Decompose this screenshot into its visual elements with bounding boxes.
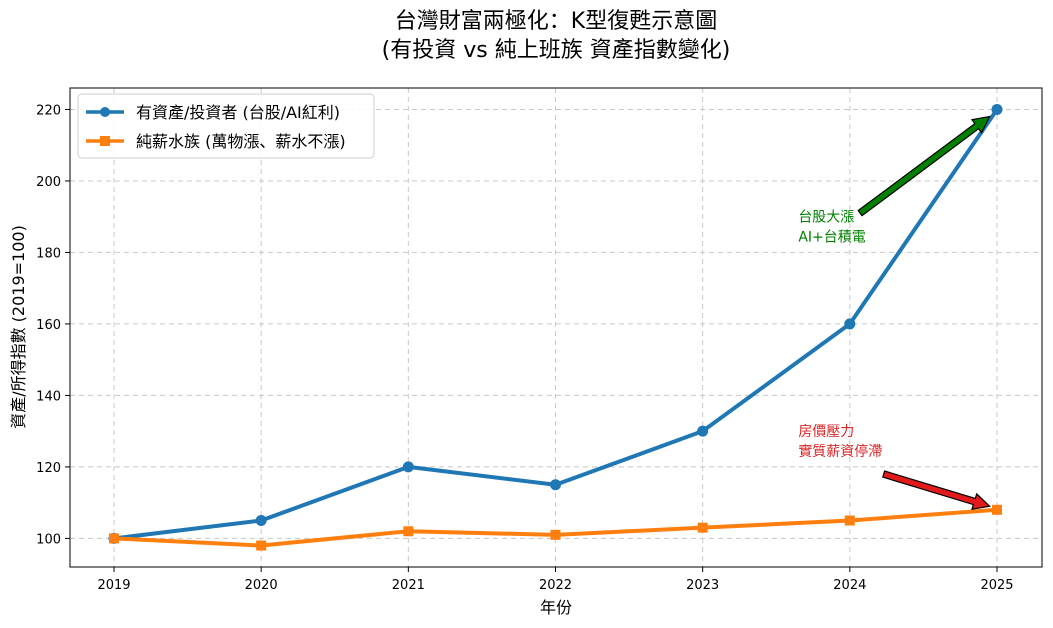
- legend-box: [77, 93, 375, 159]
- series-0-point: [844, 318, 856, 330]
- annotation-1-line1: 房價壓力: [798, 423, 854, 440]
- legend-label-0: 有資產/投資者 (台股/AI紅利): [136, 103, 340, 122]
- chart-title-line1: 台灣財富兩極化：K型復甦示意圖: [395, 9, 717, 34]
- x-tick-label: 2023: [686, 578, 719, 593]
- series-0-point: [991, 103, 1003, 115]
- y-tick-label: 140: [36, 389, 61, 404]
- annotation-1-arrow: [882, 470, 991, 510]
- annotation-1-line2: 實質薪資停滯: [798, 443, 882, 460]
- annotation-0-arrow: [857, 115, 991, 217]
- legend-marker-0: [100, 107, 110, 117]
- series-1-point: [403, 526, 414, 537]
- legend-marker-1: [100, 136, 110, 146]
- series-0-point: [697, 425, 709, 437]
- x-tick-label: 2024: [833, 578, 866, 593]
- series-0-point: [550, 479, 561, 491]
- series-1-point: [992, 504, 1002, 515]
- y-axis-ticks: 100 120 140 160 180 200 220: [36, 103, 70, 547]
- chart-title-line2: (有投資 vs 純上班族 資產指數變化): [382, 38, 731, 63]
- y-tick-label: 160: [36, 318, 61, 333]
- y-tick-label: 120: [36, 461, 61, 476]
- y-tick-label: 200: [36, 175, 61, 190]
- x-tick-label: 2020: [245, 578, 278, 593]
- legend-label-1: 純薪水族 (萬物漲、薪水不漲): [136, 132, 346, 151]
- y-tick-label: 100: [36, 532, 61, 547]
- x-axis-label: 年份: [540, 598, 572, 617]
- gridlines: [70, 88, 1042, 567]
- series-1-point: [550, 529, 561, 540]
- series-layer: [108, 103, 1003, 551]
- series-0-point: [255, 515, 267, 527]
- y-tick-label: 180: [36, 246, 61, 261]
- y-tick-label: 220: [36, 103, 61, 118]
- x-axis-ticks: 2019 2020 2021 2022 2023 2024 2025: [97, 567, 1014, 593]
- series-1-point: [697, 522, 708, 533]
- legend: 有資產/投資者 (台股/AI紅利) 純薪水族 (萬物漲、薪水不漲): [77, 93, 375, 159]
- x-tick-label: 2021: [392, 578, 425, 593]
- x-tick-label: 2025: [980, 578, 1013, 593]
- annotation-0-line1: 台股大漲: [798, 210, 854, 226]
- series-0-point: [402, 461, 414, 473]
- series-1-point: [256, 540, 267, 551]
- series-1-point: [844, 515, 855, 526]
- annotation-0-line2: AI+台積電: [798, 230, 865, 246]
- x-tick-label: 2022: [539, 578, 572, 593]
- x-tick-label: 2019: [97, 578, 130, 593]
- y-axis-label: 資產/所得指數 (2019=100): [9, 225, 28, 429]
- series-1-point: [109, 533, 119, 544]
